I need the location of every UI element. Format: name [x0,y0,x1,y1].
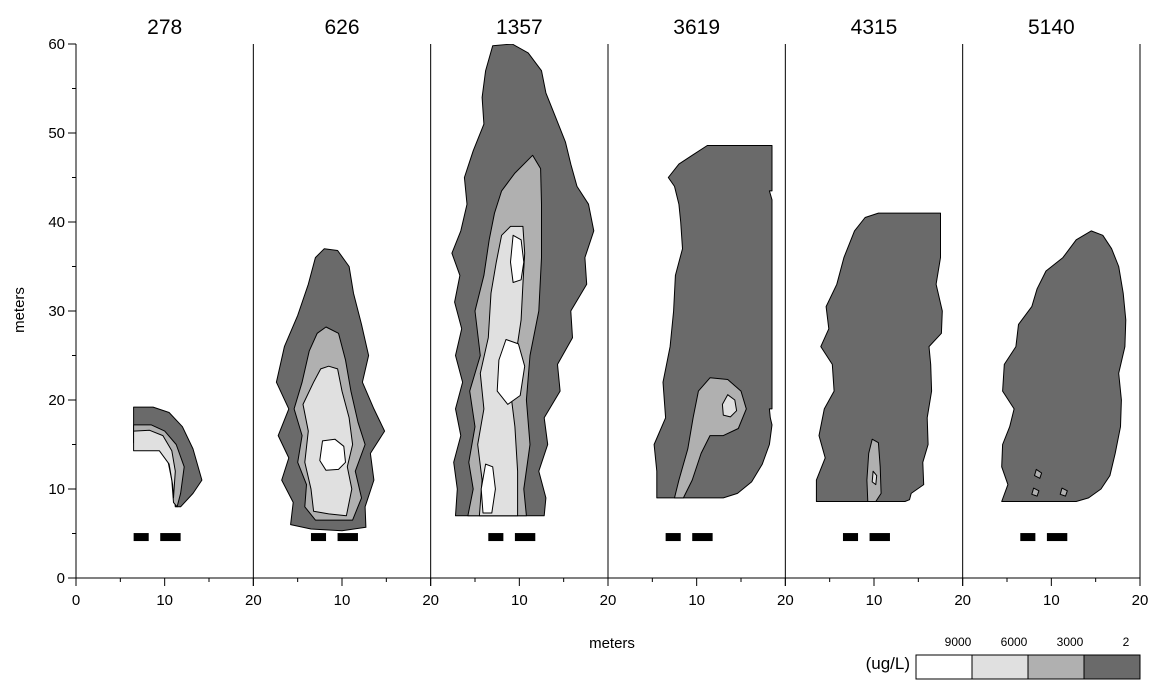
axes: 0 10 20 30 40 50 60 0 10 20 10 20 10 20 10 20 10 20 10 20 [48,36,1148,609]
panel-4315: 4315 [815,16,943,542]
panel-1357: 1357 [451,16,595,542]
plot-area: 278 626 1357 3619 4315 5140 [133,16,1127,542]
contour-1357-9000-3 [510,234,525,283]
source-marker-5140-1 [1046,533,1068,542]
panel-title-278: 278 [147,16,182,39]
y-tick-label-50: 50 [48,125,65,142]
source-marker-4315-1 [869,533,890,542]
panel-title-1357: 1357 [496,16,543,39]
contour-626-9000-3 [319,438,346,471]
x-tick-label-3-20: 20 [777,592,794,609]
legend-label-9000: 9000 [945,635,972,649]
contour-1357-9000-5 [480,463,496,514]
contour-1357-9000-4 [496,339,526,405]
legend-label-3000: 3000 [1057,635,1084,649]
legend-unit: (ug/L) [866,654,910,673]
source-marker-278-1 [160,533,181,542]
legend-label-2: 2 [1123,635,1130,649]
x-tick-label-1-20: 20 [422,592,439,609]
panel-5140: 5140 [1001,16,1127,542]
panel-278: 278 [133,16,203,542]
source-marker-3619-1 [692,533,713,542]
y-tick-label-60: 60 [48,36,65,53]
source-marker-1357-0 [488,533,504,542]
source-marker-4315-0 [842,533,859,542]
contour-4315-2-0 [815,212,943,502]
x-tick-label-2-20: 20 [600,592,617,609]
y-tick-label-0: 0 [57,570,65,587]
source-marker-3619-0 [665,533,681,542]
x-tick-label-0-20: 20 [245,592,262,609]
x-tick-label-1-10: 10 [334,592,351,609]
source-marker-626-0 [310,533,327,542]
panel-3619: 3619 [653,16,773,542]
contour-5140-2-0 [1001,230,1127,502]
legend-label-6000: 6000 [1001,635,1028,649]
contour-4315-3000-1 [866,438,882,502]
panel-title-4315: 4315 [851,16,898,39]
y-axis-label: meters [11,287,28,333]
x-tick-label-5-20: 20 [1132,592,1149,609]
x-tick-label-5-10: 10 [1043,592,1060,609]
panel-title-5140: 5140 [1028,16,1075,39]
contour-4315-6000-2 [871,470,878,486]
legend-swatch-3000 [1027,654,1085,680]
x-tick-label-0-10: 10 [156,592,173,609]
source-marker-626-1 [337,533,358,542]
contour-3619-2-0 [653,145,773,499]
source-marker-1357-1 [514,533,536,542]
x-tick-label-2-10: 10 [511,592,528,609]
legend-swatch-9000 [915,654,973,680]
panel-title-626: 626 [324,16,359,39]
y-tick-label-30: 30 [48,303,65,320]
x-axis-label: meters [589,635,635,652]
legend-swatch-6000 [971,654,1029,680]
y-tick-label-10: 10 [48,481,65,498]
contour-5140-3000-3 [1059,487,1068,497]
x-tick-label-3-10: 10 [688,592,705,609]
y-tick-label-20: 20 [48,392,65,409]
contour-5140-3000-1 [1034,468,1043,479]
legend: (ug/L) 9000 6000 3000 2 [866,635,1141,680]
panel-626: 626 [275,16,386,542]
source-marker-5140-0 [1020,533,1036,542]
legend-swatch-2 [1083,654,1141,680]
y-tick-label-40: 40 [48,214,65,231]
x-tick-label-0-0: 0 [72,592,80,609]
contour-5140-3000-2 [1031,487,1040,497]
x-tick-label-4-10: 10 [866,592,883,609]
panel-title-3619: 3619 [673,16,720,39]
contour-3619-6000-2 [721,394,738,418]
contour-278-6000-2 [133,429,176,499]
x-tick-label-4-20: 20 [954,592,971,609]
source-marker-278-0 [133,533,149,542]
